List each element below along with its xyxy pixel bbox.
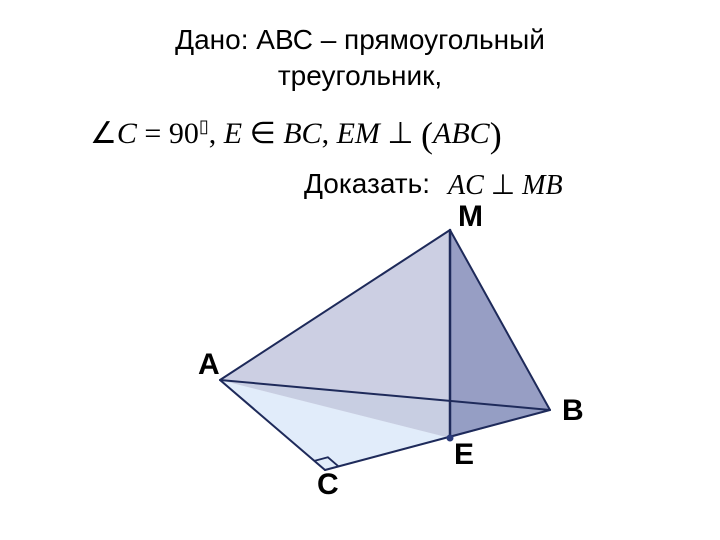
prove-formula: AC ⊥ MB	[448, 168, 563, 202]
point-label-B: B	[562, 394, 584, 428]
point-label-C: C	[317, 468, 339, 502]
given-line-2: треугольник,	[0, 60, 720, 92]
condition-formula: ∠C = 90▯, E ∈ BC, EM ⊥ (ABC)	[90, 110, 502, 152]
point-label-A: A	[198, 348, 220, 382]
slide: Дано: АВС – прямоугольный треугольник, ∠…	[0, 0, 720, 540]
point-label-M: M	[458, 200, 483, 234]
geometry-diagram: ACBEM	[190, 210, 620, 510]
point-label-E: E	[454, 438, 474, 472]
given-line-1: Дано: АВС – прямоугольный	[0, 24, 720, 56]
prove-label: Доказать:	[0, 168, 430, 200]
